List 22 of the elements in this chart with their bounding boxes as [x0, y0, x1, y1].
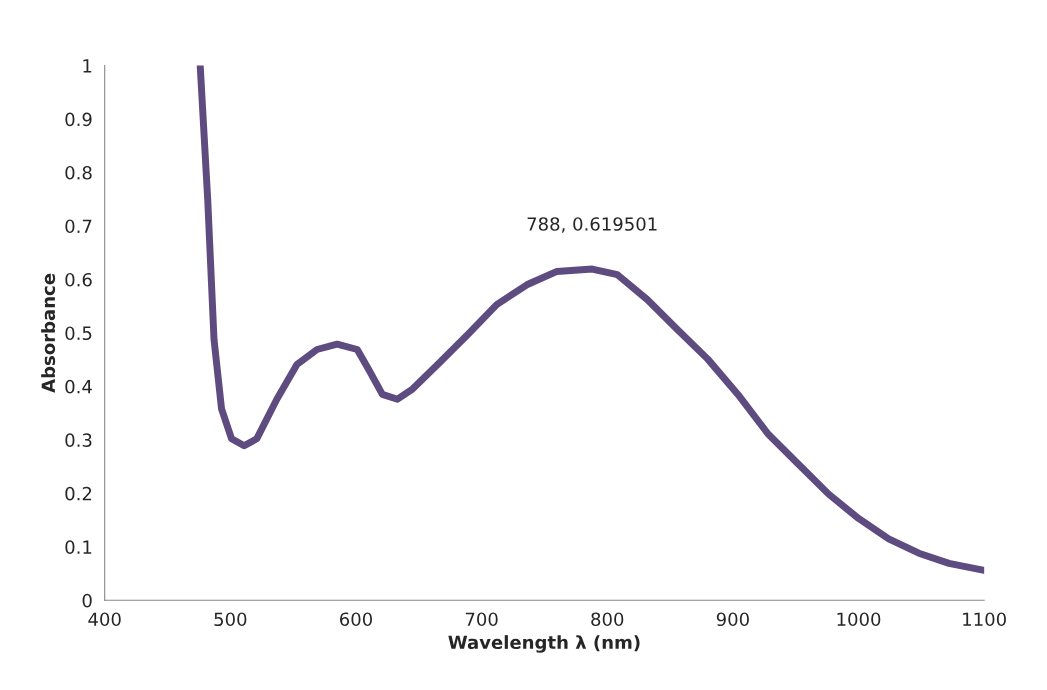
- x-tick-label: 1000: [837, 612, 881, 627]
- x-axis-title: Wavelength λ (nm): [448, 635, 640, 653]
- x-tick-label: 1100: [963, 612, 1006, 627]
- y-tick-label: 0.1: [65, 540, 92, 554]
- y-tick-label: 0: [82, 593, 92, 608]
- y-tick-label: 0.5: [65, 326, 92, 341]
- x-tick-label: 900: [716, 612, 749, 627]
- y-tick-label: 0.8: [65, 165, 92, 180]
- y-axis-title: Absorbance: [41, 273, 56, 393]
- x-tick-label: 400: [88, 612, 121, 627]
- x-tick-label: 600: [340, 612, 373, 627]
- x-tick-label: 700: [465, 612, 498, 627]
- y-tick-label: 0.9: [65, 112, 92, 127]
- y-tick-label: 0.4: [65, 379, 92, 394]
- y-tick-label: 0.7: [65, 219, 92, 234]
- y-tick-label: 0.2: [65, 486, 92, 501]
- y-tick-label: 1: [83, 59, 92, 73]
- y-tick-label: 0.6: [65, 272, 92, 287]
- x-tick-label: 800: [591, 612, 624, 627]
- annotation: 788, 0.619501: [527, 217, 657, 233]
- x-tick-label: 500: [214, 612, 247, 627]
- y-tick-label: 0.3: [65, 433, 92, 447]
